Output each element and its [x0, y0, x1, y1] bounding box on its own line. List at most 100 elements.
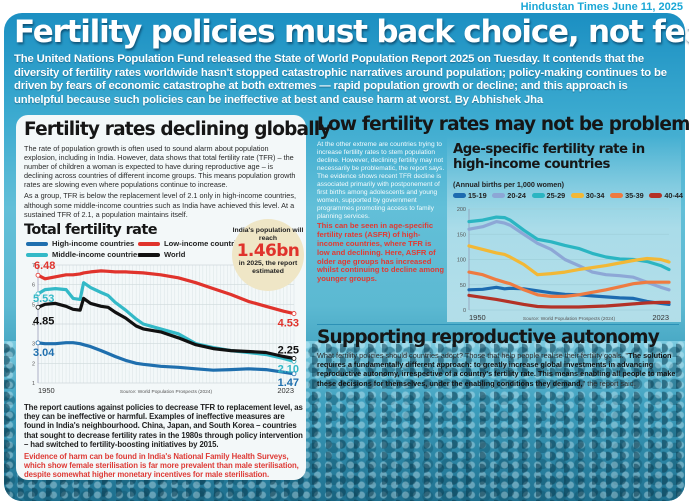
legend-label: 30-34: [585, 191, 605, 200]
series-line-20-24: [467, 220, 671, 292]
y-tick-label: 3: [32, 342, 35, 348]
y-tick-label: 150: [457, 232, 466, 238]
series-start-label: 4.85: [33, 315, 54, 327]
badge-line1: India's population will reach: [232, 227, 304, 242]
legend-swatch: [138, 252, 160, 257]
legend-swatch: [138, 241, 160, 246]
legend-swatch: [492, 193, 506, 198]
legend-label: 40-44: [664, 191, 683, 200]
series-line-high-income-countries: [36, 341, 296, 376]
legend-item-35-39: 35-39: [610, 191, 644, 200]
legend-label: Low-income countries: [164, 239, 245, 248]
series-line-30-34: [467, 244, 671, 277]
series-line-35-39: [467, 270, 671, 299]
legend-item-low-income: Low-income countries: [138, 239, 245, 248]
series-start-label: 6.48: [34, 260, 55, 272]
paragraph: As a group, TFR is below the replacement…: [24, 191, 297, 219]
section-bottom-text: The report cautions against policies to …: [24, 403, 304, 480]
y-tick-label: 200: [457, 207, 466, 213]
legend-item-40-44: 40-44: [649, 191, 683, 200]
paragraph-highlight: Evidence of harm can be found in India's…: [24, 452, 299, 480]
series-end-marker: [291, 311, 297, 316]
paragraph: At the other extreme are countries tryin…: [317, 141, 445, 221]
y-tick-label: 6: [32, 283, 35, 289]
legend-swatch: [570, 193, 584, 198]
legend-item-25-29: 25-29: [531, 191, 566, 200]
section-body-low-fertility: At the other extreme are countries tryin…: [317, 141, 445, 284]
badge-line2: in 2025, the report estimated: [238, 260, 298, 275]
legend-label: Middle-income countries: [52, 250, 142, 259]
section-title-low-fertility: Low fertility rates may not be problemat…: [317, 114, 689, 135]
asfr-line-chart: 0 50 100 150 200 1950 2023 Source: World Popula…: [457, 207, 671, 322]
series-line-15-19: [467, 285, 671, 307]
legend-label: 35-39: [625, 191, 644, 200]
y-tick-label: 2: [32, 361, 35, 367]
section-title-fertility-declining: Fertility rates declining globally: [24, 119, 331, 140]
y-tick-label: 7: [32, 263, 35, 269]
series-end-label: 2.10: [278, 363, 299, 375]
legend-item-15-19: 15-19: [453, 191, 487, 200]
section-body-fertility-declining: The rate of population growth is often u…: [24, 144, 302, 219]
left-panel: Fertility rates declining globally The r…: [16, 115, 331, 480]
asfr-chart-panel: [447, 136, 681, 322]
chart-source: Source: World Population Prospects (2024…: [523, 316, 616, 322]
legend-item-30-34: 30-34: [570, 191, 605, 200]
series-line-world: [36, 296, 296, 361]
paragraph: The report cautions against policies to …: [24, 403, 303, 449]
series-end-marker: [291, 371, 297, 377]
text-quote-bold: The solution requires a fundamentally di…: [317, 351, 676, 388]
legend-label: High-income countries: [52, 239, 135, 248]
asfr-chart-subtitle: (Annual births per 1,000 women): [453, 180, 565, 189]
legend-swatch: [610, 193, 624, 198]
legend-item-high-income: High-income countries: [26, 239, 134, 248]
chart-source: Source: World Population Prospects (2024…: [120, 389, 213, 395]
legend-item-world: World: [138, 250, 185, 259]
tfr-chart-title: Total fertility rate: [24, 222, 158, 238]
legend-item-middle-income: Middle-income countries: [26, 250, 141, 259]
series-start-label: 5.53: [33, 293, 54, 305]
x-tick-label: 1950: [38, 386, 55, 395]
legend-item-20-24: 20-24: [492, 191, 526, 200]
y-tick-label: 5: [32, 302, 35, 308]
series-start-marker: [35, 340, 41, 346]
legend-swatch: [26, 252, 48, 257]
y-tick-label: 50: [460, 283, 466, 289]
legend-label: 25-29: [546, 191, 566, 200]
series-end-label: 2.25: [278, 344, 299, 356]
tfr-line-chart: 1 2 3 4 5 6 7 1950 2023 Source: World Population …: [32, 260, 299, 395]
series-start-marker: [35, 291, 41, 297]
badge-value: 1.46bn: [236, 241, 300, 262]
series-end-marker: [291, 356, 297, 361]
headline: Fertility policies must back choice, not…: [14, 14, 689, 50]
y-tick-label: 4: [32, 322, 35, 328]
legend-label: 20-24: [507, 191, 526, 200]
intro-paragraph: The United Nations Population Fund relea…: [14, 53, 678, 107]
legend-label: 15-19: [468, 191, 487, 200]
legend-swatch: [453, 193, 466, 198]
legend-swatch: [649, 193, 663, 198]
x-tick-label: 2023: [652, 313, 669, 322]
series-line-low-income-countries: [36, 269, 296, 316]
asfr-chart-title: Age-specific fertility rate in high-inco…: [453, 142, 645, 172]
text-plain: " the report said.: [582, 378, 636, 388]
legend-swatch: [531, 193, 545, 198]
y-tick-label: 1: [32, 381, 35, 387]
paragraph-highlight: This can be seen in age-specific fertili…: [317, 221, 444, 284]
legend-label: World: [164, 250, 186, 259]
intro-text: The United Nations Population Fund relea…: [14, 53, 667, 106]
byline: By Abhishek Jha: [454, 93, 544, 106]
series-line-40-44: [467, 293, 671, 309]
india-population-badge: India's population will reach 1.46bn in …: [232, 219, 304, 291]
y-tick-label: 0: [463, 308, 466, 314]
series-start-marker: [35, 272, 41, 278]
paragraph: The rate of population growth is often u…: [24, 144, 296, 190]
text-plain: What fertility policies should countries…: [317, 351, 629, 360]
series-start-label: 3.04: [33, 347, 55, 359]
legend-swatch: [26, 241, 48, 246]
series-start-marker: [35, 304, 41, 310]
series-end-label: 4.53: [278, 318, 299, 330]
section-body-reproductive-autonomy: What fertility policies should countries…: [317, 351, 683, 388]
section-divider: [317, 324, 679, 325]
y-tick-label: 100: [457, 258, 466, 264]
x-tick-label: 1950: [469, 313, 486, 322]
